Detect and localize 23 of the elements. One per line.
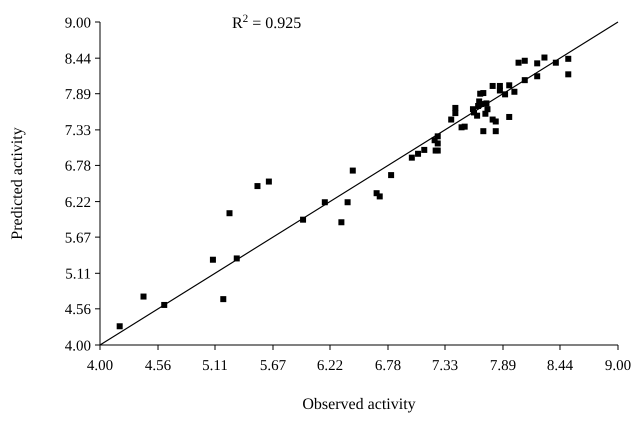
y-tick-label: 8.44 (64, 51, 92, 68)
x-tick-label: 8.44 (546, 358, 574, 374)
x-tick-label: 7.89 (490, 358, 516, 374)
y-tick-label: 5.11 (65, 266, 91, 283)
y-tick-label: 6.78 (64, 158, 91, 175)
x-tick-label: 5.67 (260, 358, 287, 374)
annotation: R$^{2}$ = 0.925 (232, 13, 302, 32)
y-tick-label: 4.56 (64, 302, 92, 318)
y-tick-label: 7.89 (64, 86, 91, 103)
y-tick-label: 7.33 (64, 123, 91, 140)
y-tick-label: 6.22 (64, 194, 91, 211)
x-tick-label: 7.33 (432, 358, 458, 374)
x-tick-label: 4.00 (86, 358, 114, 374)
y-tick-label: 5.67 (64, 230, 92, 246)
x-tick-label: 6.22 (316, 358, 344, 374)
x-axis-title: Observed activity (302, 396, 416, 413)
x-tick-label: 6.78 (374, 358, 402, 374)
y-axis-title: Predicted activity (9, 127, 26, 240)
x-tick-label: 5.11 (202, 358, 228, 374)
y-tick-label: 4.00 (64, 338, 91, 354)
y-tick-label: 9.00 (64, 15, 91, 32)
x-tick-label: 9.00 (604, 358, 632, 374)
x-tick-label: 4.56 (144, 358, 172, 374)
